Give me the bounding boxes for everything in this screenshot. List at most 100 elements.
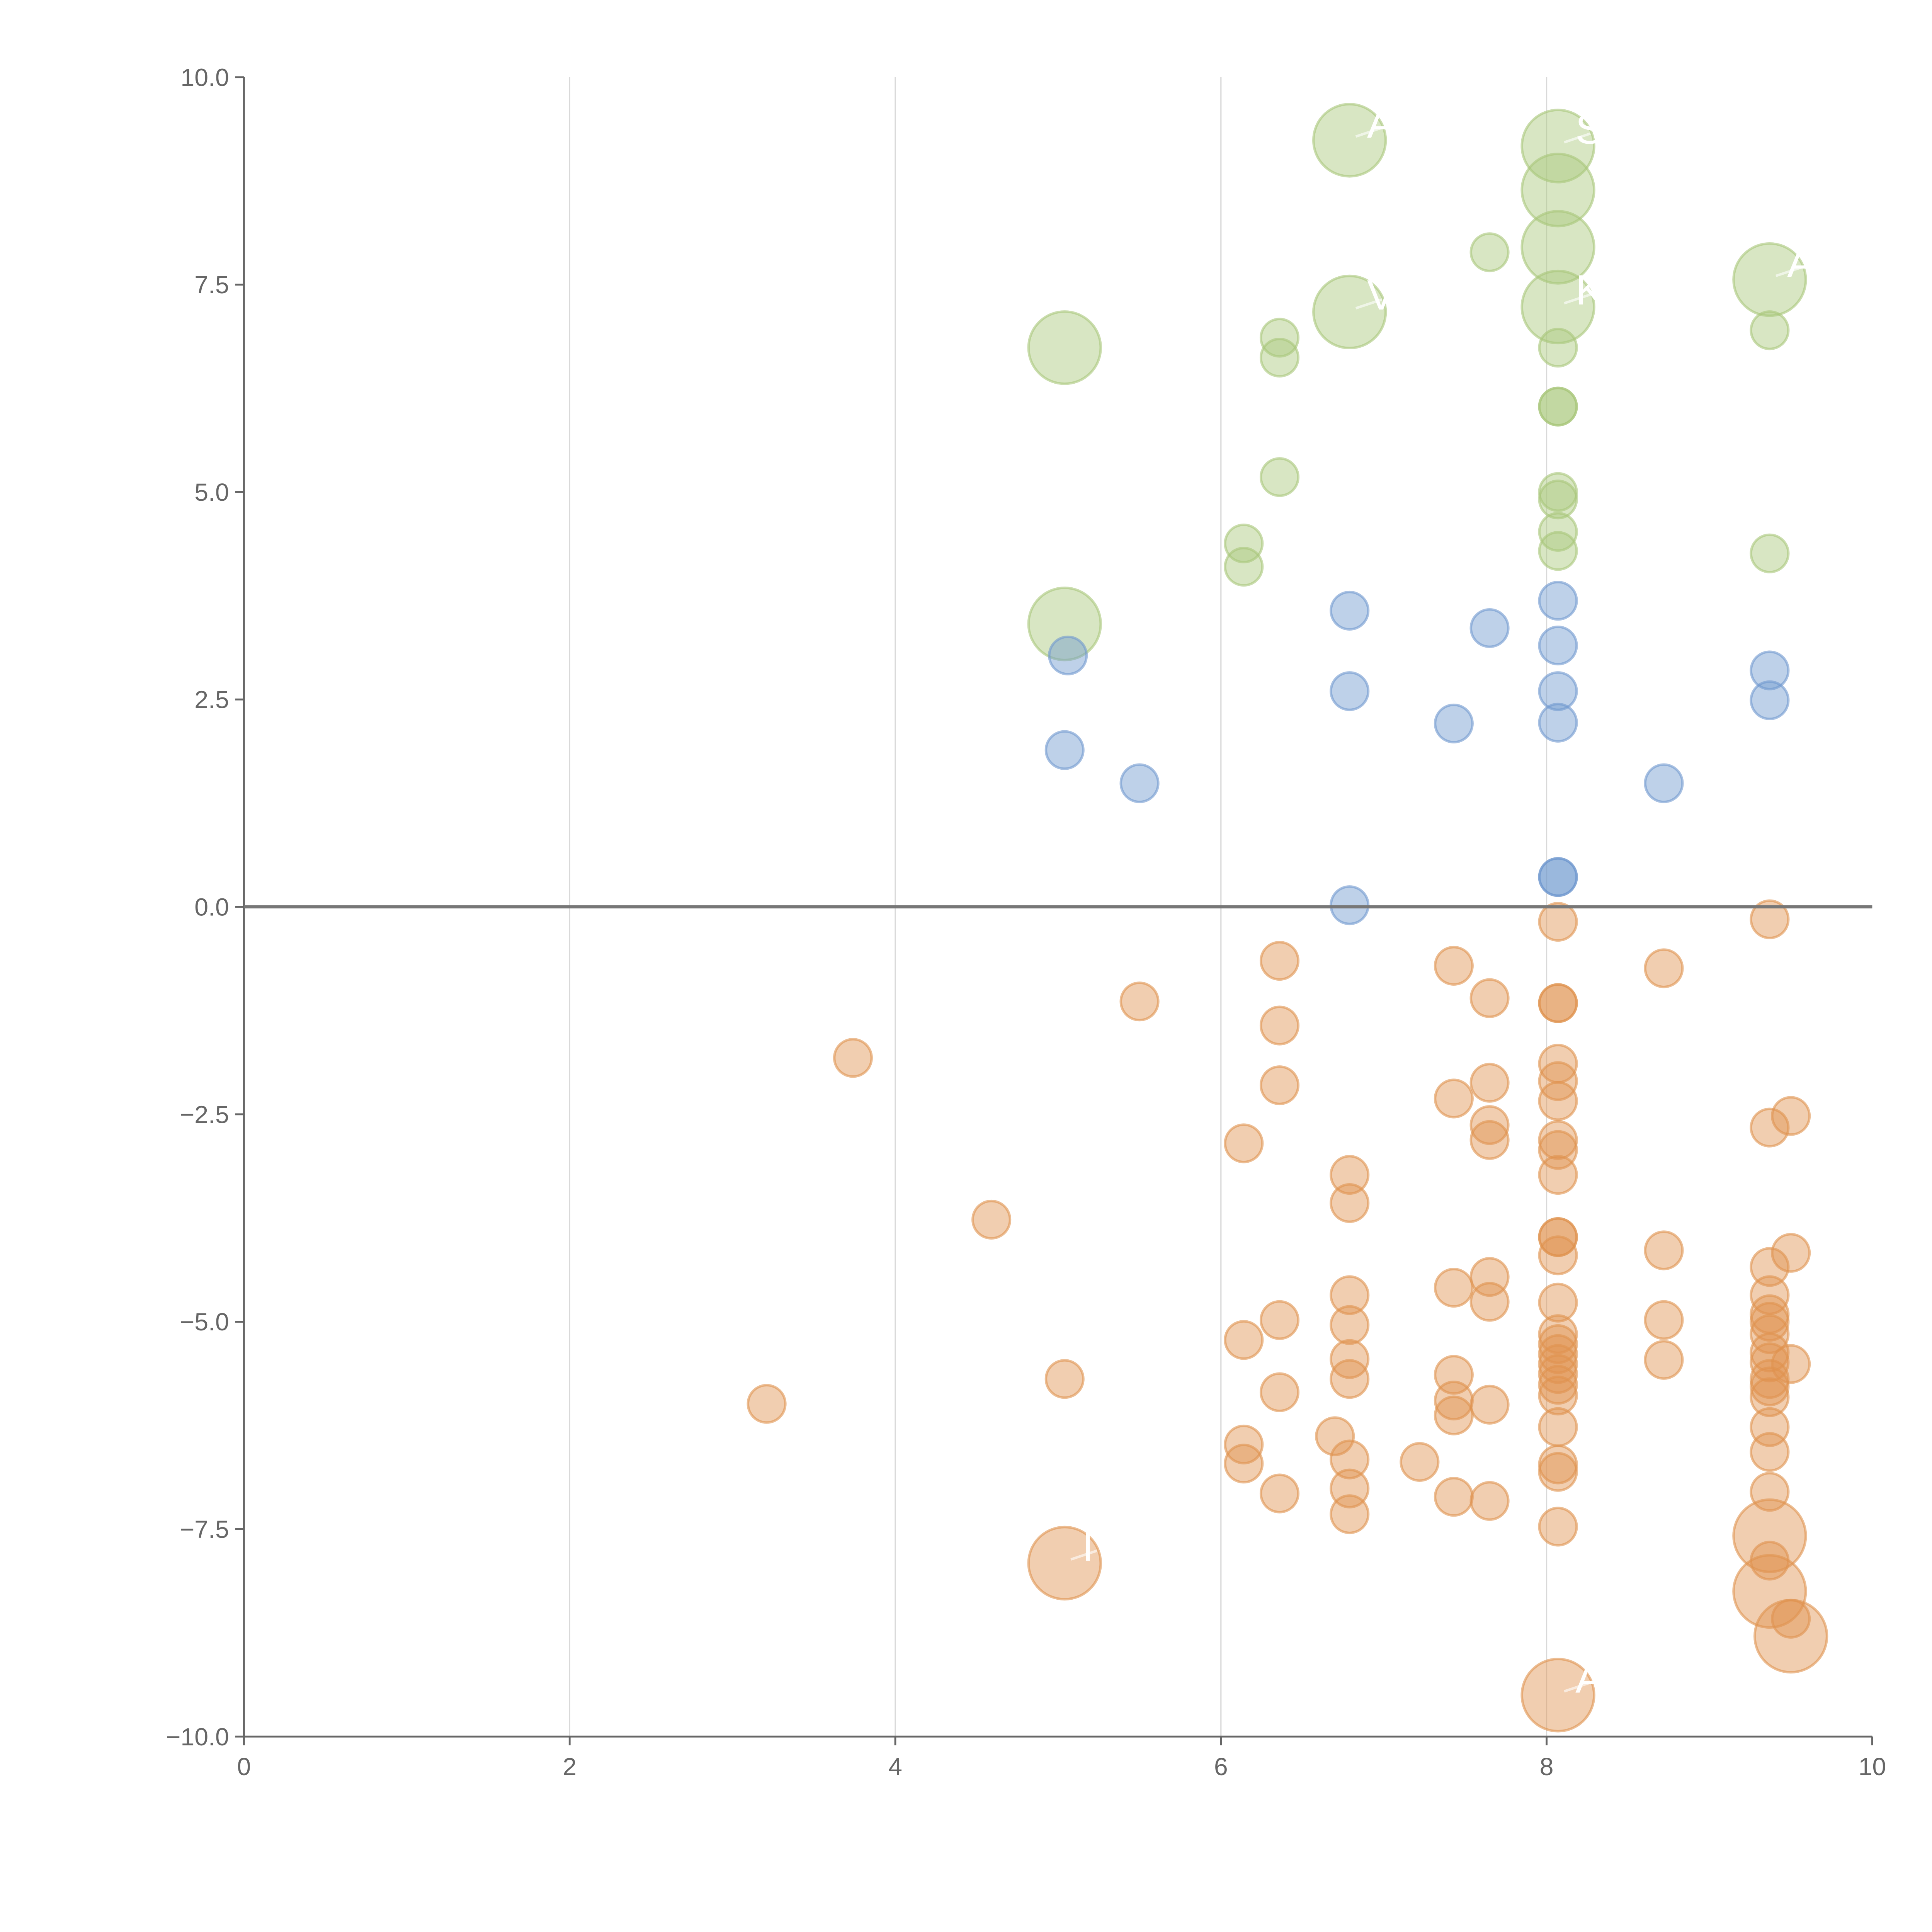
bubble-orange [1538,1282,1578,1323]
bubble-orange [1469,978,1510,1018]
y-tick-label: 7.5 [194,271,229,299]
bubble-orange [1469,1063,1510,1103]
bubble-green [1538,386,1578,427]
bubble-orange [1750,899,1790,939]
bubble-orange [1259,1005,1300,1046]
bubble-green [1520,269,1595,345]
bubble-orange [1750,1342,1790,1383]
bubble-orange [1771,1233,1811,1273]
bubble-orange [1259,940,1300,981]
bubble-blue [1330,590,1370,631]
bubble-orange [1538,1081,1578,1121]
bubble-green [1259,457,1300,497]
bubble-orange [1732,1498,1807,1573]
x-tick-label: 2 [563,1753,577,1781]
bubble-blue [1538,581,1578,621]
bubble-orange [1538,1120,1578,1160]
bubble-orange [1771,1096,1811,1136]
annotation-leader [1355,298,1383,310]
bubble-green [1259,337,1300,378]
bubble-green [1520,153,1595,228]
bubble-orange [1732,1554,1807,1629]
bubble-blue [1750,680,1790,720]
bubble-orange [1027,1526,1102,1601]
bubble-orange [1538,1344,1578,1384]
bubble-orange [1469,1384,1510,1425]
bubble-green [1027,587,1102,662]
annotation-leader [1564,293,1591,304]
bubble-blue [1434,703,1474,743]
bubble-green [1312,274,1387,350]
bubble-blue [1048,635,1088,675]
bubble-orange [1538,1376,1578,1416]
bubble-orange [1224,1123,1264,1163]
bubble-green [1312,103,1387,178]
bubble-green [1538,328,1578,368]
bubble-orange [1259,1065,1300,1105]
bubble-orange [833,1038,873,1078]
x-tick-label: 6 [1214,1753,1228,1781]
bubble-orange [1330,1305,1370,1345]
bubble-orange [1434,1395,1474,1435]
annotation-leader [1355,126,1383,138]
bubble-orange [1520,1658,1595,1733]
x-tick-label: 8 [1540,1753,1554,1781]
bubble-orange [1330,1183,1370,1223]
bubble-orange [1044,1359,1085,1399]
bubble-green [1224,523,1264,564]
bubble-orange [1538,983,1578,1023]
y-tick-label: 10.0 [180,63,229,91]
y-tick-label: −7.5 [180,1515,229,1543]
y-tick-label: −10.0 [166,1723,229,1751]
bubble-orange [1434,1477,1474,1517]
annotation-label: K [1575,267,1604,314]
bubble-blue [1119,763,1160,803]
bubble-orange [1259,1372,1300,1412]
bubble-blue [1469,608,1510,648]
bubble-orange [1400,1442,1440,1482]
bubble-orange [1224,1320,1264,1360]
bubble-orange [1538,1507,1578,1547]
bubble-orange [1315,1416,1355,1456]
bubble-blue [1644,763,1684,803]
y-tick-label: 0.0 [194,893,229,921]
y-tick-label: 2.5 [194,686,229,714]
bubble-green [1750,533,1790,573]
bubble-green [1224,547,1264,587]
bubble-orange [1750,1366,1790,1406]
bubble-green [1750,310,1790,350]
bubble-orange [1538,1235,1578,1276]
bubble-orange [1434,1078,1474,1119]
bubble-orange [747,1384,787,1424]
annotation-label: S [1575,106,1604,153]
annotation-leader [1564,132,1591,144]
bubble-orange [1259,1300,1300,1340]
annotation-label: A [1575,1655,1604,1702]
bubble-orange [1224,1444,1264,1484]
bubble-blue [1538,857,1578,897]
bubble-orange [1259,1473,1300,1514]
bubble-orange [1644,1340,1684,1380]
axes: 0 2 4 6 8 10 −10.0 −7.5 −5.0 −2.5 0.0 2.5 5.0 7.5 10.0 [166,63,1886,1781]
annotations: A S V K A I A [1070,100,1815,1702]
bubble-orange [1434,1268,1474,1308]
y-tick-label: −2.5 [180,1100,229,1128]
bubble-orange [1644,948,1684,988]
y-tick-label: 5.0 [194,478,229,506]
annotation-label: I [1082,1523,1094,1570]
annotation-leader [1564,1681,1591,1693]
bubble-orange [1330,1275,1370,1315]
bubble-orange [1538,902,1578,942]
bubble-orange [1119,981,1160,1022]
bubble-green [1469,232,1510,272]
bubble-blue [1330,671,1370,711]
annotation-label: V [1367,272,1395,319]
y-tick-label: −5.0 [180,1308,229,1336]
x-tick-label: 0 [237,1753,251,1781]
bubble-blue [1044,730,1085,770]
bubble-orange [1330,1359,1370,1399]
bubble-green [1520,109,1595,184]
x-tick-label: 4 [888,1753,902,1781]
bubble-blue [1750,650,1790,690]
